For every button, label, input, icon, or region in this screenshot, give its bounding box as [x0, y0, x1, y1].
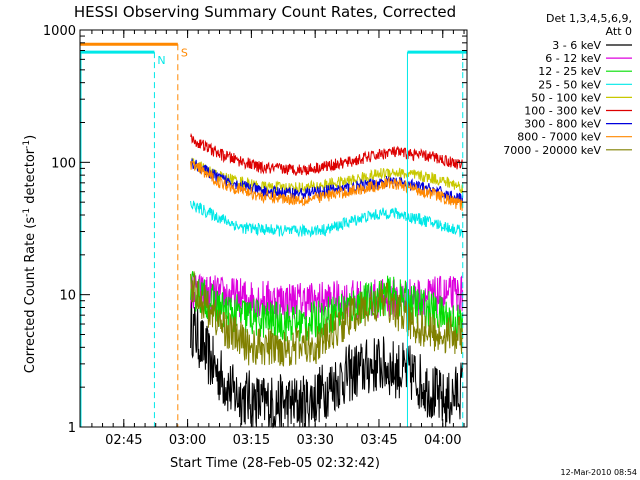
legend-header-line2: Att 0	[606, 25, 632, 38]
legend-label: 50 - 100 keV	[531, 91, 601, 104]
y-tick-label: 10	[59, 289, 76, 304]
y-tick-label: 1	[68, 421, 76, 436]
legend-label: 25 - 50 keV	[538, 78, 601, 91]
legend-label: 3 - 6 keV	[552, 39, 601, 52]
plot-timestamp: 12-Mar-2010 08:54	[561, 468, 638, 477]
y-axis-label: Corrected Count Rate (s-1 detector-1)	[22, 135, 38, 373]
legend-label: 6 - 12 keV	[545, 52, 601, 65]
series-layer	[190, 132, 464, 429]
x-tick-label: 02:45	[105, 433, 142, 448]
chart-title: HESSI Observing Summary Count Rates, Cor…	[74, 3, 456, 21]
x-tick-label: 03:30	[296, 433, 333, 448]
series-line-100-300-kev	[190, 132, 464, 176]
x-tick-label: 03:15	[233, 433, 270, 448]
x-tick-label: 03:00	[169, 433, 206, 448]
axis-layer: 1 10 100 1000 02:45 03:00 03:15 03:30 03:45 04:00	[43, 24, 467, 448]
series-line-25-50-kev	[190, 200, 464, 238]
annotation-layer: NS	[80, 42, 467, 427]
plot-frame	[79, 29, 468, 428]
x-tick-label: 04:00	[424, 433, 461, 448]
series-line-7000-20000-kev	[190, 271, 464, 367]
series-line-50-100-kev	[190, 157, 464, 194]
series-line-3-6-kev	[190, 299, 464, 429]
legend-label: 7000 - 20000 keV	[503, 144, 601, 157]
saa-flag-label: S	[181, 46, 188, 59]
series-line-300-800-kev	[190, 158, 464, 206]
legend-label: 800 - 7000 keV	[517, 131, 601, 144]
y-tick-label: 1000	[43, 24, 76, 39]
x-axis-label: Start Time (28-Feb-05 02:32:42)	[170, 456, 380, 471]
legend-label: 100 - 300 keV	[524, 105, 601, 118]
night-flag-label: N	[157, 54, 165, 67]
legend-label: 300 - 800 keV	[524, 118, 601, 131]
legend-header-line1: Det 1,3,4,5,6,9,	[546, 12, 632, 25]
legend-label: 12 - 25 keV	[538, 65, 601, 78]
series-line-800-7000-kev	[190, 161, 464, 211]
x-tick-label: 03:45	[360, 433, 397, 448]
y-tick-label: 100	[51, 156, 76, 171]
